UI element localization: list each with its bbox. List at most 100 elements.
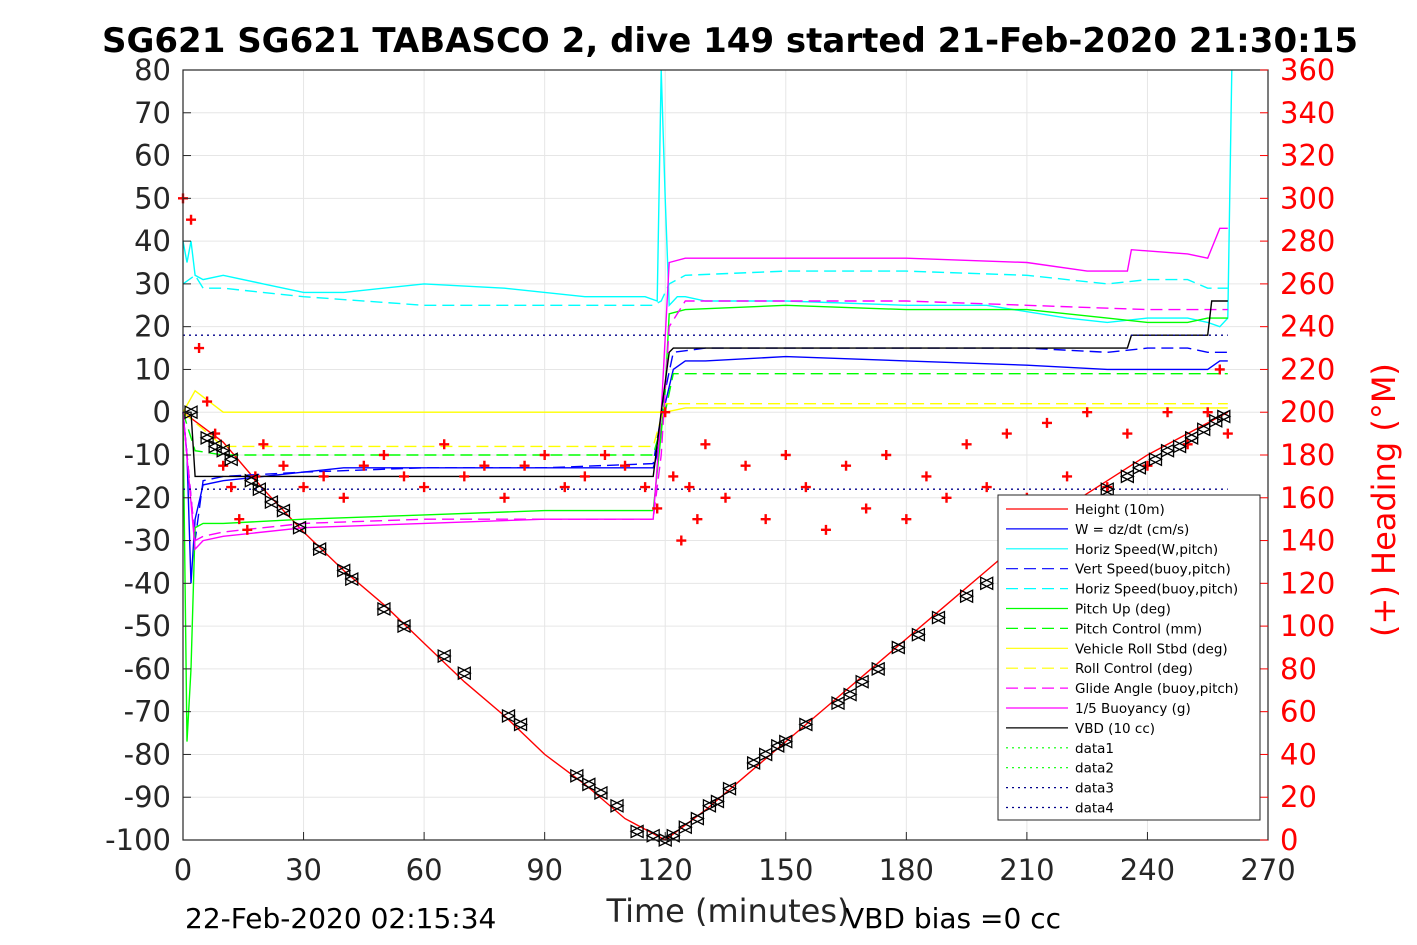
heading-point — [479, 460, 490, 471]
heading-point — [881, 450, 892, 460]
y-right-tick-label: 340 — [1280, 96, 1335, 130]
depth-marker — [569, 768, 585, 783]
heading-point — [684, 482, 695, 493]
heading-point — [861, 503, 872, 514]
heading-point — [194, 343, 205, 354]
legend-label: Glide Angle (buoy,pitch) — [1075, 681, 1239, 697]
y-tick-label: 30 — [134, 267, 171, 301]
y-right-tick-label: 40 — [1280, 737, 1317, 771]
y-axis-right: 3603403203002802602402202001801601401201… — [1260, 53, 1335, 857]
depth-marker — [778, 734, 794, 749]
y-tick-label: -90 — [124, 780, 171, 814]
heading-point — [1202, 407, 1213, 418]
depth-marker — [1216, 409, 1232, 424]
heading-point — [298, 482, 309, 493]
y-right-tick-label: 140 — [1280, 524, 1335, 558]
depth-marker — [830, 696, 846, 711]
legend-label: Pitch Control (mm) — [1075, 621, 1202, 637]
y-tick-label: -50 — [124, 609, 171, 643]
series-line-10 — [182, 227, 1228, 551]
depth-marker — [344, 572, 360, 587]
depth-marker — [1119, 469, 1135, 484]
heading-point — [760, 514, 771, 525]
legend-label: Horiz Speed(buoy,pitch) — [1075, 582, 1238, 598]
heading-point — [961, 439, 972, 450]
heading-point — [218, 460, 229, 471]
y-tick-label: -40 — [124, 566, 171, 600]
y-right-tick-label: 280 — [1280, 224, 1335, 258]
heading-point — [841, 460, 852, 471]
y-tick-label: 10 — [134, 352, 171, 386]
x-tick-label: 270 — [1240, 853, 1295, 887]
y-right-tick-label: 220 — [1280, 352, 1335, 386]
chart-title: SG621 SG621 TABASCO 2, dive 149 started … — [102, 21, 1358, 61]
y-tick-label: -60 — [124, 652, 171, 686]
y-tick-label: -30 — [124, 524, 171, 558]
x-tick-label: 180 — [879, 853, 934, 887]
y-right-tick-label: 20 — [1280, 780, 1317, 814]
heading-point — [660, 407, 671, 418]
depth-marker — [629, 824, 645, 839]
heading-point — [740, 460, 751, 471]
y-tick-label: -80 — [124, 737, 171, 771]
y-tick-label: 70 — [134, 96, 171, 130]
heading-point — [800, 482, 811, 493]
depth-marker — [215, 443, 231, 458]
legend-label: VBD (10 cc) — [1075, 721, 1155, 737]
series-line-1 — [182, 355, 1228, 584]
depth-marker — [677, 820, 693, 835]
heading-point — [378, 450, 389, 460]
legend: Height (10m) W = dz/dt (cm/s) Horiz Speed(… — [997, 494, 1261, 821]
y-tick-label: -100 — [105, 823, 171, 857]
y-right-tick-label: 300 — [1280, 181, 1335, 215]
heading-point — [1162, 407, 1173, 418]
legend-label: W = dz/dt (cm/s) — [1075, 522, 1189, 538]
depth-marker — [1184, 430, 1200, 445]
heading-point — [700, 439, 711, 450]
series-line-9 — [182, 300, 1228, 542]
heading-point — [599, 450, 610, 460]
y-right-tick-label: 160 — [1280, 481, 1335, 515]
depth-marker — [890, 640, 906, 655]
heading-point — [258, 439, 269, 450]
depth-marker — [1196, 422, 1212, 437]
series-line-2 — [182, 69, 1233, 328]
y-right-tick-label: 240 — [1280, 310, 1335, 344]
depth-marker — [336, 563, 352, 578]
y-tick-label: 0 — [153, 395, 171, 429]
depth-marker — [758, 747, 774, 762]
depth-marker — [396, 619, 412, 634]
heading-point — [780, 450, 791, 460]
heading-point — [901, 514, 912, 525]
heading-point — [668, 471, 679, 482]
legend-label: Vert Speed(buoy,pitch) — [1075, 562, 1231, 578]
legend-label: data1 — [1075, 741, 1114, 757]
depth-marker — [842, 687, 858, 702]
depth-marker — [798, 717, 814, 732]
depth-marker — [931, 610, 946, 625]
heading-point — [640, 482, 651, 493]
heading-point — [559, 482, 570, 493]
depth-marker — [979, 576, 995, 591]
depth-marker — [436, 649, 452, 664]
depth-marker — [1148, 452, 1163, 467]
y-right-tick-label: 360 — [1280, 53, 1335, 87]
heading-point — [1122, 428, 1133, 439]
heading-point — [338, 492, 349, 503]
heading-point — [981, 482, 992, 493]
x-tick-label: 150 — [758, 853, 813, 887]
y-right-tick-label: 0 — [1280, 823, 1298, 857]
y-right-tick-label: 260 — [1280, 267, 1335, 301]
heading-point — [1062, 471, 1073, 482]
x-axis: 0 30 60 90 120 150 180 210 240 270 — [174, 832, 1296, 887]
depth-marker — [689, 811, 705, 826]
depth-marker — [1099, 482, 1115, 497]
legend-label: 1/5 Buoyancy (g) — [1075, 701, 1191, 717]
heading-point — [692, 514, 703, 525]
depth-marker — [959, 589, 975, 604]
y-tick-label: 40 — [134, 224, 171, 258]
footer-timestamp: 22-Feb-2020 02:15:34 — [185, 902, 496, 935]
heading-point — [234, 514, 245, 525]
y-right-tick-label: 320 — [1280, 139, 1335, 173]
